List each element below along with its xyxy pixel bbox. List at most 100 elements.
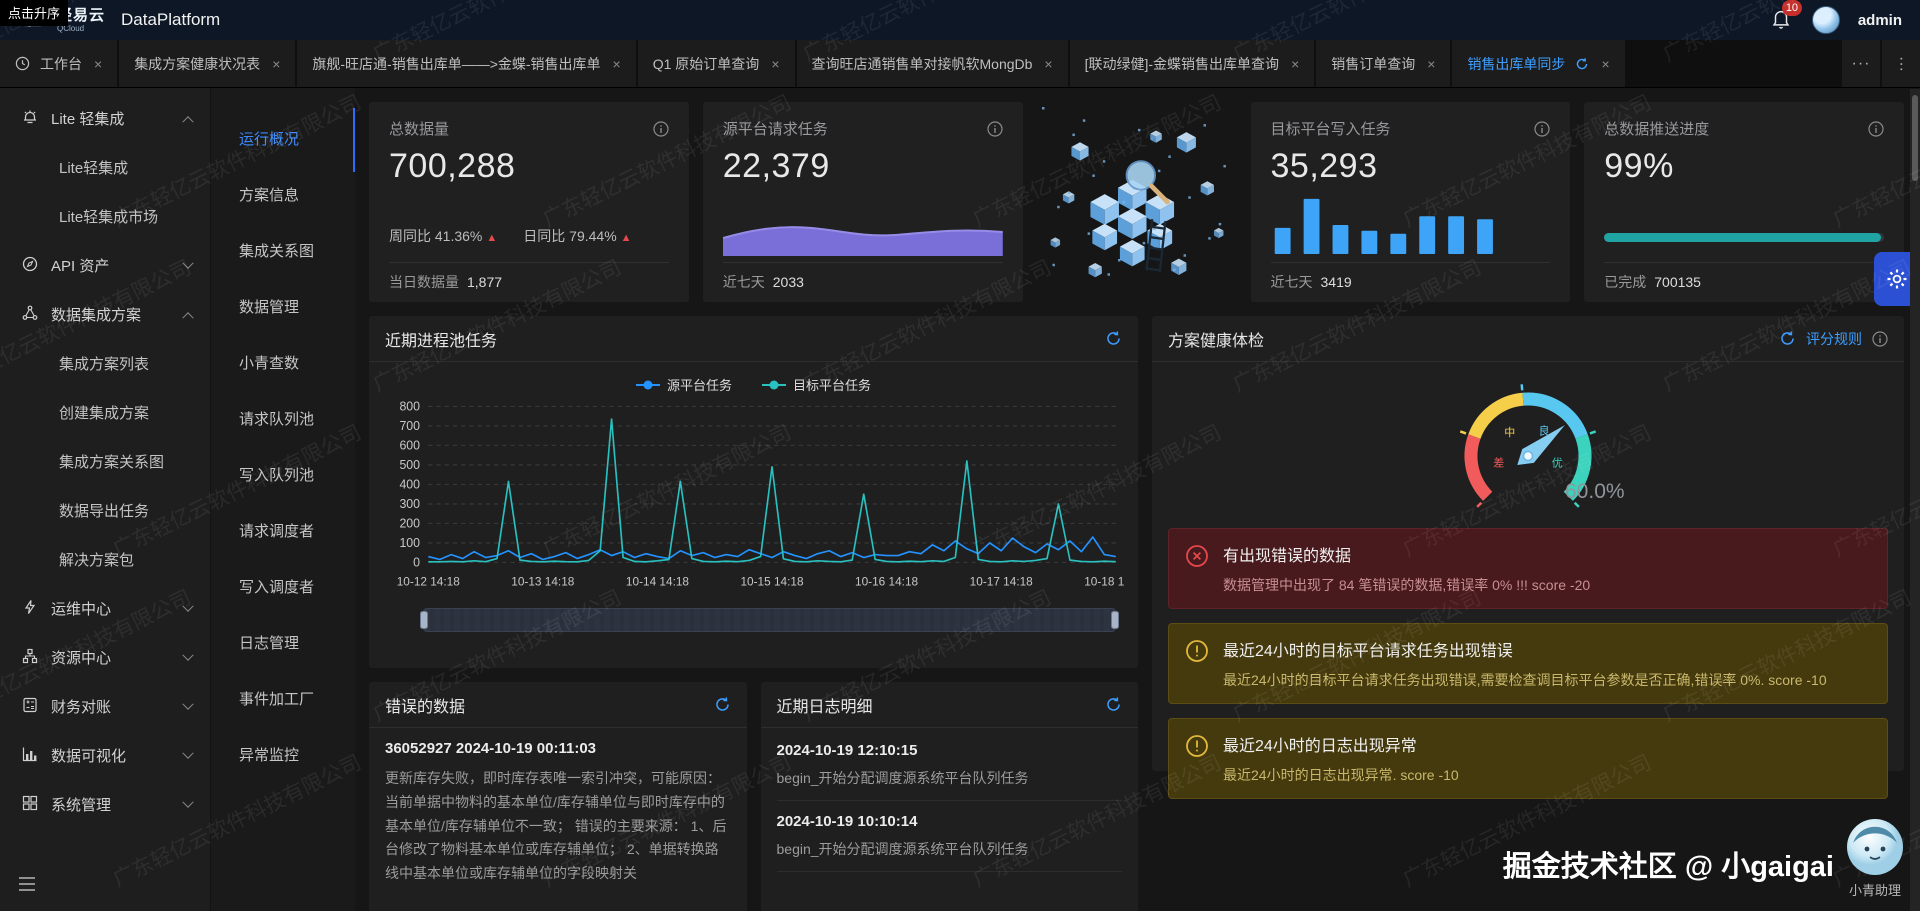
- subsidebar-item-5[interactable]: 请求队列池: [239, 411, 315, 428]
- sidebar-item-6[interactable]: 数据可视化: [0, 731, 210, 780]
- svg-text:200: 200: [399, 517, 420, 531]
- refresh-icon[interactable]: [1105, 696, 1122, 713]
- tab-refresh-icon[interactable]: [1575, 57, 1589, 71]
- sidebar-subitem-2-0[interactable]: 集成方案列表: [59, 356, 150, 373]
- stat-footer: 近七天 2033: [722, 262, 1003, 292]
- refresh-icon[interactable]: [1779, 330, 1796, 347]
- sidebar-subitem-0-0[interactable]: Lite轻集成: [59, 160, 129, 177]
- legend-marker: [635, 380, 660, 389]
- info-icon[interactable]: [1868, 120, 1884, 137]
- assistant-mascot[interactable]: 小青助理: [1840, 817, 1910, 899]
- sidebar-subitem-2-2[interactable]: 集成方案关系图: [59, 454, 165, 471]
- sidebar-subitem-2-3[interactable]: 数据导出任务: [59, 503, 150, 520]
- tab-item-5[interactable]: [联动绿健]-金蝶销售出库单查询 ×: [1069, 40, 1315, 87]
- tab-item-2[interactable]: 旗舰-旺店通-销售出库单——>金蝶-销售出库单 ×: [297, 40, 636, 87]
- sidebar-subitem-2-1[interactable]: 创建集成方案: [59, 405, 150, 422]
- info-icon[interactable]: [1872, 330, 1888, 347]
- subsidebar-item-2[interactable]: 集成关系图: [239, 243, 315, 260]
- chevron-up-icon: [182, 115, 194, 127]
- tab-item-0[interactable]: 工作台 ×: [0, 40, 118, 87]
- stat-value: 22,379: [722, 147, 830, 185]
- svg-text:10-15 14:18: 10-15 14:18: [740, 574, 803, 588]
- tab-item-7[interactable]: 销售出库单同步 ×: [1452, 40, 1625, 87]
- sidebar-item-label: 数据可视化: [51, 748, 127, 765]
- clock-icon: [15, 56, 30, 71]
- svg-text:差: 差: [1493, 456, 1504, 470]
- tab-item-1[interactable]: 集成方案健康状况表 ×: [119, 40, 296, 87]
- legend-item[interactable]: 目标平台任务: [762, 375, 871, 394]
- sidebar-item-5[interactable]: 财务对账: [0, 682, 210, 731]
- log-message: begin_开始分配调度源系统平台队列任务: [776, 841, 1029, 857]
- main-sidebar: Lite 轻集成 Lite轻集成 Lite轻集成市场 API 资产数据集成方案集成方案…: [0, 88, 211, 911]
- info-icon[interactable]: [1534, 120, 1550, 137]
- page-scrollbar[interactable]: [1910, 89, 1920, 911]
- sidebar-item-label: API 资产: [51, 258, 110, 275]
- sidebar-item-7[interactable]: 系统管理: [0, 780, 210, 829]
- subsidebar-item-3[interactable]: 数据管理: [239, 299, 300, 316]
- subsidebar-item-10[interactable]: 事件加工厂: [239, 691, 315, 708]
- info-icon[interactable]: [986, 120, 1003, 137]
- subsidebar-item-9[interactable]: 日志管理: [239, 635, 300, 652]
- refresh-icon[interactable]: [1105, 330, 1122, 347]
- legend-marker: [762, 380, 786, 389]
- week-trend: 周同比 41.36% ▲: [389, 228, 498, 244]
- tab-item-4[interactable]: 查询旺店通销售单对接帆软MongDb ×: [796, 40, 1068, 87]
- refresh-icon[interactable]: [714, 696, 731, 713]
- app-title: DataPlatform: [121, 10, 221, 29]
- tab-close-icon[interactable]: ×: [1427, 55, 1436, 72]
- tab-close-icon[interactable]: ×: [1601, 55, 1610, 72]
- sidebar-item-label: 数据集成方案: [51, 307, 142, 324]
- avatar[interactable]: [1811, 6, 1840, 34]
- subsidebar-item-6[interactable]: 写入队列池: [239, 467, 315, 484]
- chevron-down-icon: [182, 257, 194, 269]
- sidebar-collapse-button[interactable]: [18, 876, 36, 897]
- tab-item-6[interactable]: 销售订单查询 ×: [1316, 40, 1451, 87]
- subsidebar-item-7[interactable]: 请求调度者: [239, 523, 315, 540]
- sidebar-item-1[interactable]: API 资产: [0, 241, 210, 290]
- info-icon[interactable]: [653, 120, 669, 137]
- sidebar-subitem-0-1[interactable]: Lite轻集成市场: [59, 209, 159, 226]
- tab-close-icon[interactable]: ×: [1044, 55, 1053, 72]
- subsidebar-item-8[interactable]: 写入调度者: [239, 579, 315, 596]
- legend-item[interactable]: 源平台任务: [635, 375, 732, 394]
- alert-description: 数据管理中出现了 84 笔错误的数据,错误率 0% !!! score -20: [1223, 577, 1591, 593]
- subsidebar-item-11[interactable]: 异常监控: [239, 747, 300, 764]
- stat-value: 99%: [1604, 147, 1674, 185]
- sidebar-item-3[interactable]: 运维中心: [0, 584, 210, 633]
- tabs-menu-label: ···: [1892, 55, 1910, 72]
- subsidebar-item-4[interactable]: 小青查数: [239, 355, 300, 372]
- notification-bell[interactable]: 10: [1770, 0, 1803, 32]
- tab-bar: 工作台 × 集成方案健康状况表 × 旗舰-旺店通-销售出库单——>金蝶-销售出库单 × Q1…: [0, 40, 1920, 88]
- tab-close-icon[interactable]: ×: [272, 55, 281, 72]
- gear-icon: [1887, 269, 1907, 289]
- appstore-icon: [22, 795, 38, 815]
- sidebar-item-2[interactable]: 数据集成方案: [0, 290, 210, 339]
- username[interactable]: admin: [1857, 11, 1902, 29]
- svg-text:10-18 14:18: 10-18 14:18: [1084, 574, 1124, 588]
- tab-close-icon[interactable]: ×: [612, 55, 621, 72]
- tab-close-icon[interactable]: ×: [771, 55, 780, 72]
- scrollbar-thumb[interactable]: [1912, 95, 1918, 181]
- sidebar-subitem-2-4[interactable]: 解决方案包: [59, 552, 135, 569]
- sidebar-item-4[interactable]: 资源中心: [0, 633, 210, 682]
- svg-text:600: 600: [399, 439, 420, 453]
- tabs-overflow-button[interactable]: ···: [1842, 40, 1880, 87]
- chevron-down-icon: [182, 649, 194, 661]
- tab-close-icon[interactable]: ×: [1291, 55, 1300, 72]
- subsidebar-item-1[interactable]: 方案信息: [239, 187, 300, 204]
- sidebar-item-label: 运维中心: [51, 601, 112, 618]
- sidebar-item-0[interactable]: Lite 轻集成: [0, 94, 210, 143]
- tabs-menu-button[interactable]: ···: [1882, 40, 1920, 87]
- subsidebar-item-0[interactable]: 运行概况: [211, 108, 356, 172]
- tab-close-icon[interactable]: ×: [94, 55, 103, 72]
- svg-text:10-16 14:18: 10-16 14:18: [855, 574, 918, 588]
- datazoom-slider[interactable]: [420, 608, 1119, 632]
- alert-title: 最近24小时的目标平台请求任务出现错误: [1223, 643, 1513, 660]
- error-circle-icon: [1185, 544, 1209, 573]
- alert-icon: [22, 109, 38, 129]
- scoring-rules-link[interactable]: 评分规则: [1806, 330, 1862, 347]
- tab-item-3[interactable]: Q1 原始订单查询 ×: [637, 40, 795, 87]
- error-record-body: 更新库存失败，即时库存表唯一索引冲突，可能原因： 当前单据中物料的基本单位/库存…: [385, 770, 727, 882]
- recent-logs-panel: 近期日志明细 2024-10-19 12:10:15 begin_开始分配调度源系…: [760, 682, 1138, 911]
